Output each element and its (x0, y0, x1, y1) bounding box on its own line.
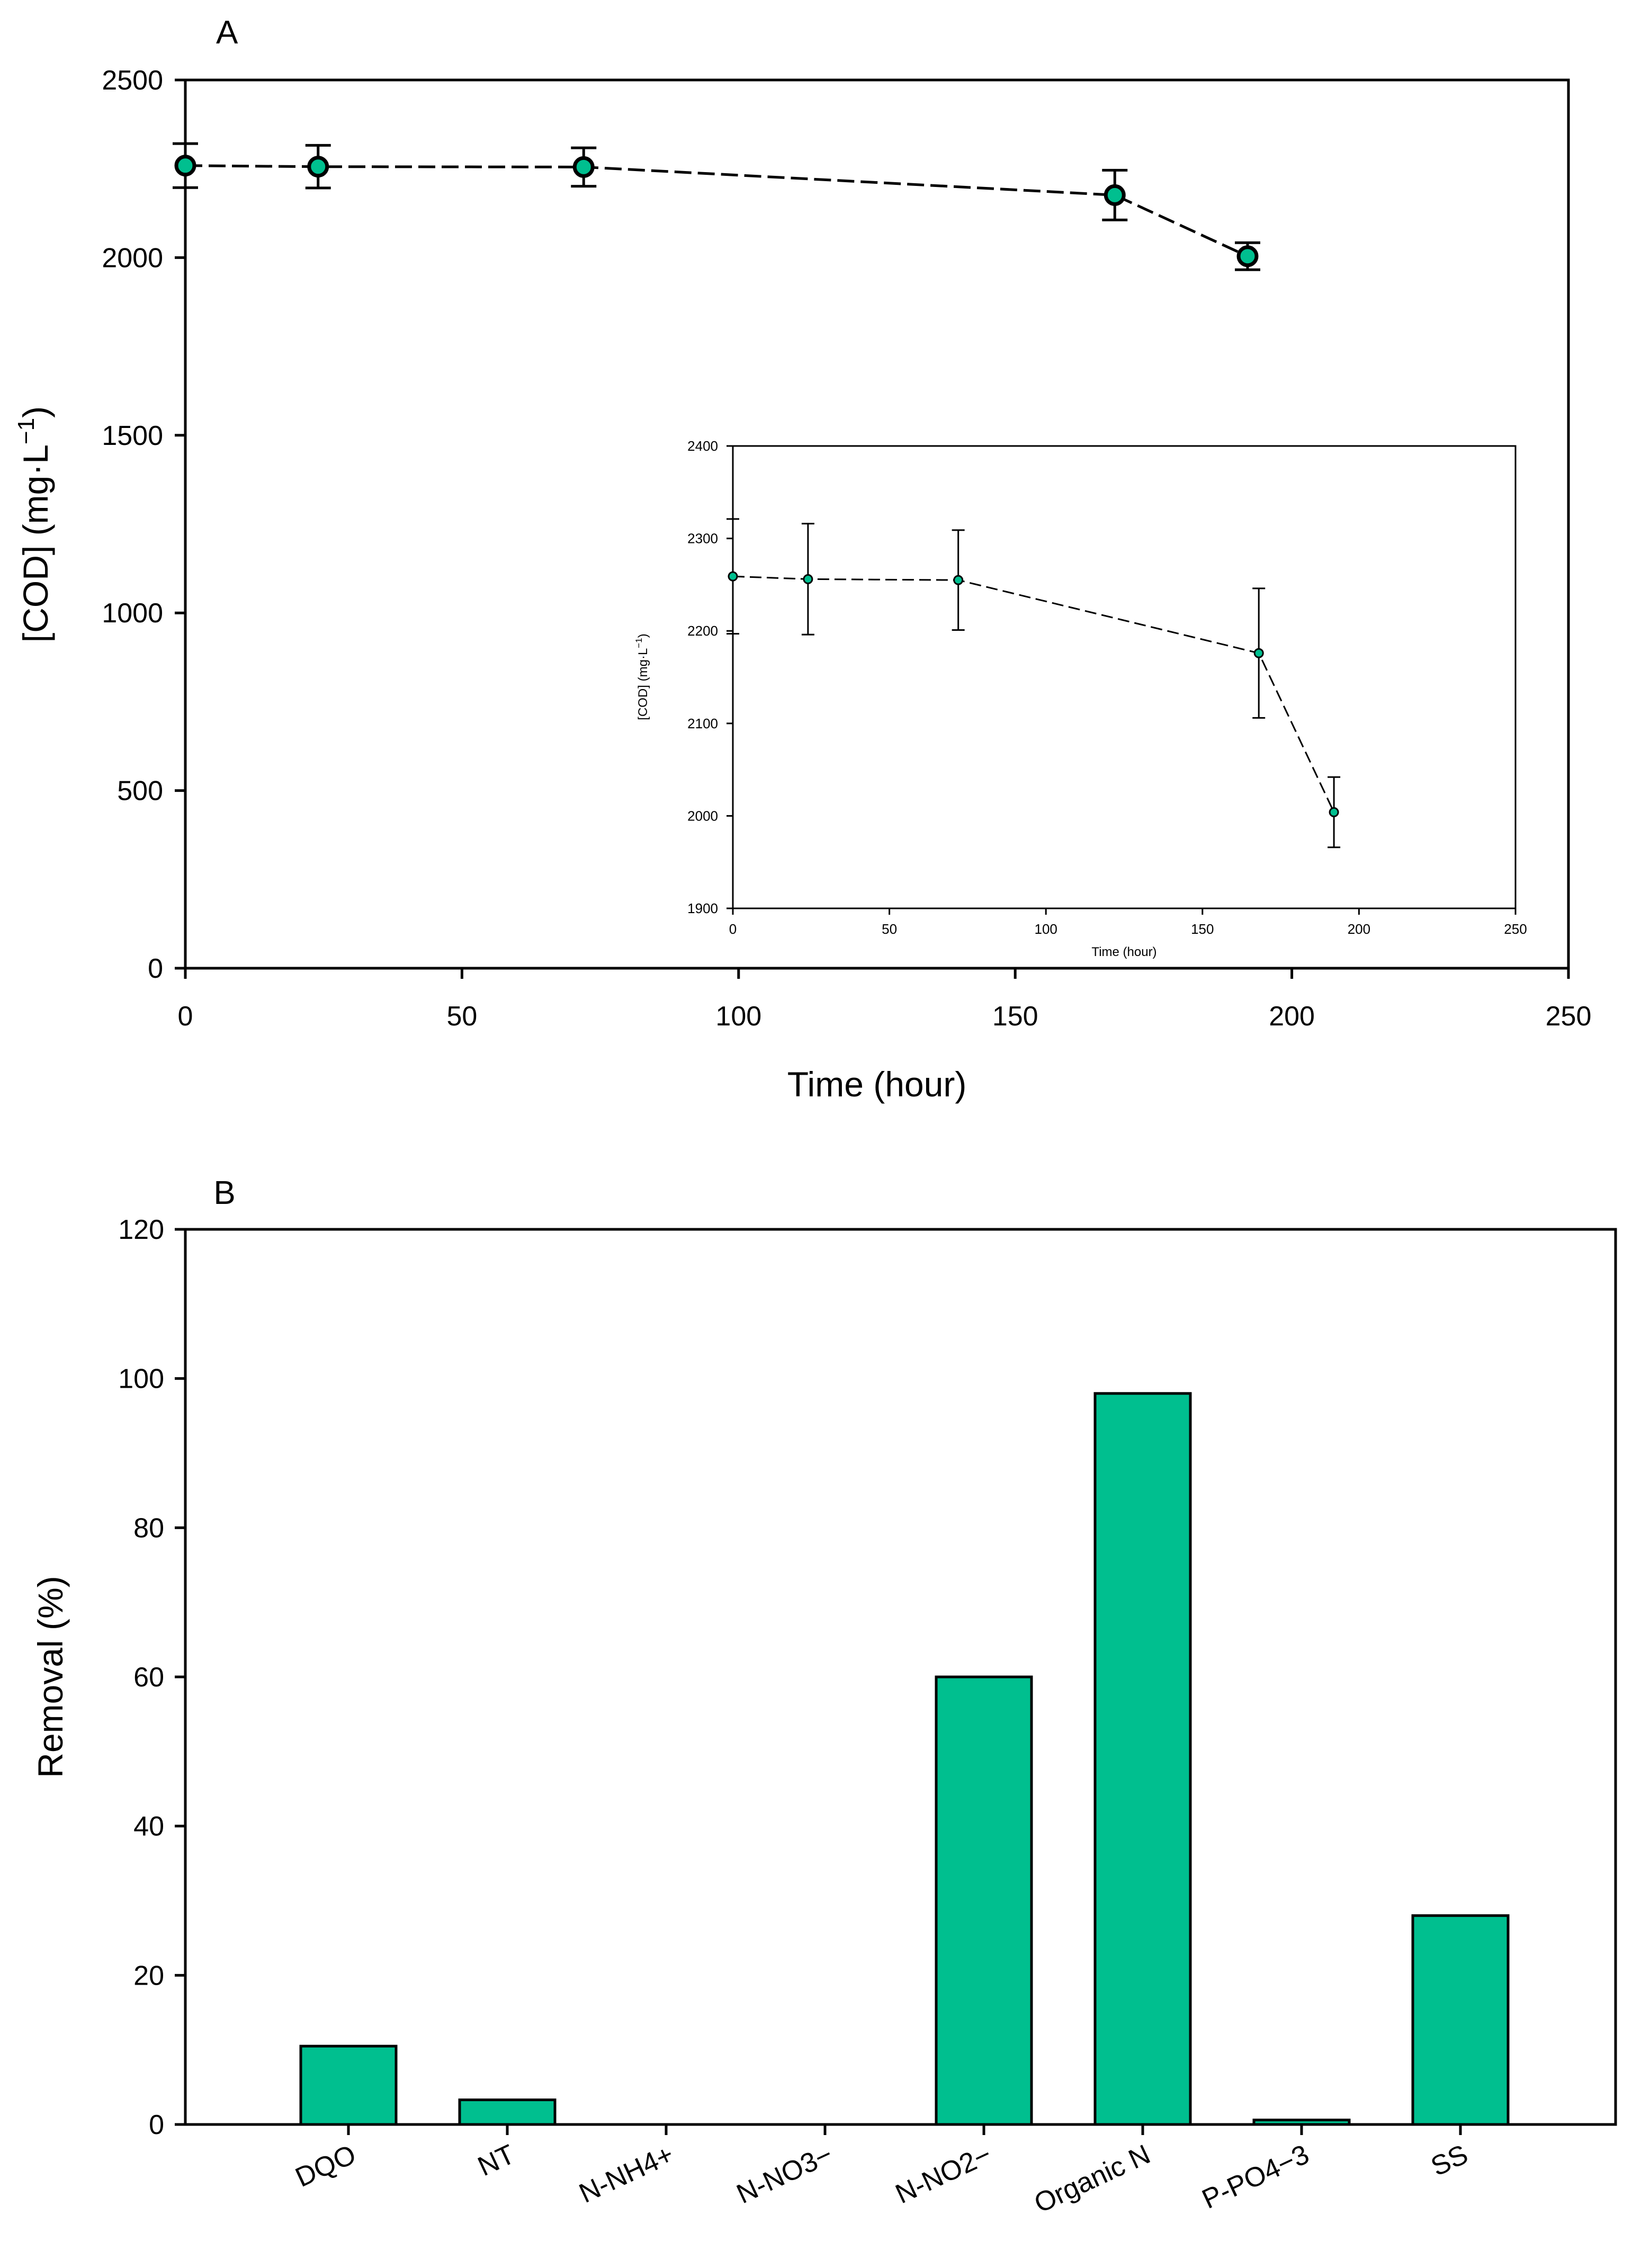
inset-y-axis-title-main: [COD] (mg·L (636, 648, 650, 720)
panel-b-y-tick-label: 120 (118, 1215, 164, 1245)
inset-y-tick-label: 2400 (687, 438, 718, 454)
inset-data-point (953, 575, 964, 585)
panel-a-y-axis-title: [COD] (mg·L−1) (13, 406, 55, 642)
inset-ticks (727, 445, 1517, 915)
inset-plot-frame (732, 445, 1517, 909)
inset-y-axis-title: [COD] (mg·L−1) (634, 633, 650, 720)
inset-data-point (803, 574, 813, 584)
panel-b-category-label: N-NO2− (891, 2139, 996, 2210)
panel-a-x-tick-label: 0 (178, 1001, 193, 1032)
inset-data-point (1253, 648, 1264, 658)
inset-y-tick-label: 2100 (687, 716, 718, 731)
panel-a-series (173, 142, 1261, 271)
panel-a-data-point (307, 156, 329, 178)
inset-x-tick-label: 50 (882, 921, 897, 937)
inset-series (727, 518, 1341, 849)
panel-b-category-label: N-NH4+ (575, 2139, 678, 2209)
panel-b-bars (299, 1392, 1510, 2126)
panel-a-x-axis-title: Time (hour) (787, 1065, 967, 1104)
panel-b-category-label: Organic N (1029, 2139, 1155, 2219)
inset-data-point (728, 571, 738, 582)
inset-tick-labels: 0 50 100 150 200 250 1900 2000 2100 2200 2300 2400 (687, 438, 1527, 937)
panel-a-series-line (185, 164, 1249, 257)
inset-y-tick-label: 2000 (687, 808, 718, 824)
panel-b-bar (935, 1675, 1033, 2126)
panel-a-y-tick-label: 2500 (102, 65, 163, 96)
panel-a-x-tick-label: 150 (992, 1001, 1038, 1032)
inset-y-axis-title-close: ) (636, 633, 650, 638)
panel-b-tick-labels: 0 20 40 60 80 100 120 (118, 1215, 164, 2140)
panel-b-plot-frame (184, 1228, 1617, 2126)
inset-y-axis-title-sup: −1 (634, 638, 644, 648)
inset-x-tick-label: 150 (1191, 921, 1214, 937)
panel-a-x-tick-label: 100 (715, 1001, 761, 1032)
panel-b-chart: B 0 20 40 60 80 100 120 DQO NT N-NH4+ N-NO3− N-NO2… (31, 1175, 1617, 2219)
inset-data-point (1329, 807, 1339, 817)
panel-a-data-point (174, 155, 196, 177)
panel-a-y-axis-title-sup: −1 (13, 418, 39, 444)
panel-a-data-point (572, 156, 595, 178)
panel-a-data-point (1104, 184, 1126, 206)
panel-b-y-tick-label: 20 (133, 1960, 164, 1991)
panel-b-y-tick-label: 60 (133, 1662, 164, 1693)
panel-b-category-label: N-NO3− (732, 2139, 837, 2210)
panel-b-y-tick-label: 100 (118, 1364, 164, 1395)
panel-b-category-label: DQO (291, 2139, 361, 2193)
panel-b-category-labels: DQO NT N-NH4+ N-NO3− N-NO2− Organic N P-PO4−3 S… (291, 2139, 1473, 2219)
panel-b-bar (1411, 1914, 1510, 2126)
panel-b-y-axis-title: Removal (%) (31, 1576, 70, 1778)
inset-x-axis-title: Time (hour) (1091, 945, 1156, 959)
panel-a-x-tick-label: 200 (1269, 1001, 1315, 1032)
inset-x-tick-label: 200 (1348, 921, 1370, 937)
panel-a-y-tick-label: 0 (148, 953, 163, 984)
panel-a-ticks (175, 78, 1570, 979)
panel-b-y-tick-label: 40 (133, 1811, 164, 1842)
inset-y-tick-label: 1900 (687, 900, 718, 916)
panel-a-y-tick-label: 1000 (102, 598, 163, 629)
inset-series-line (732, 575, 1335, 813)
panel-b-bar (458, 2099, 557, 2126)
panel-b-label: B (213, 1175, 235, 1211)
inset-y-tick-label: 2300 (687, 531, 718, 547)
panel-a-plot-frame (184, 78, 1570, 970)
panel-a-y-tick-label: 500 (117, 776, 163, 807)
panel-a-y-axis-title-close: ) (16, 406, 55, 418)
panel-a-y-tick-label: 2000 (102, 243, 163, 273)
inset-x-tick-label: 250 (1504, 921, 1527, 937)
inset-x-tick-label: 100 (1035, 921, 1057, 937)
inset-x-tick-label: 0 (729, 921, 737, 937)
panel-a-x-tick-label: 50 (446, 1001, 477, 1032)
panel-b-bar (1252, 2119, 1351, 2126)
panel-b-y-tick-label: 0 (149, 2110, 164, 2140)
panel-b-ticks (175, 1228, 1462, 2135)
panel-b-bar (299, 2044, 398, 2126)
panel-a-inset-chart: 0 50 100 150 200 250190020002100220023002400 … (634, 438, 1527, 959)
panel-b-bar (1093, 1392, 1192, 2126)
panel-b-category-label: P-PO4−3 (1197, 2139, 1314, 2215)
panel-b-category-label: SS (1427, 2139, 1473, 2182)
panel-a-y-axis-title-main: [COD] (mg·L (16, 444, 55, 642)
panel-b-y-tick-label: 80 (133, 1513, 164, 1543)
panel-a-x-tick-label: 250 (1546, 1001, 1592, 1032)
panel-a-data-point (1236, 245, 1259, 267)
inset-y-tick-label: 2200 (687, 623, 718, 639)
panel-a-label: A (216, 14, 238, 51)
panel-b-category-label: NT (473, 2139, 519, 2182)
panel-a-y-tick-label: 1500 (102, 421, 163, 451)
